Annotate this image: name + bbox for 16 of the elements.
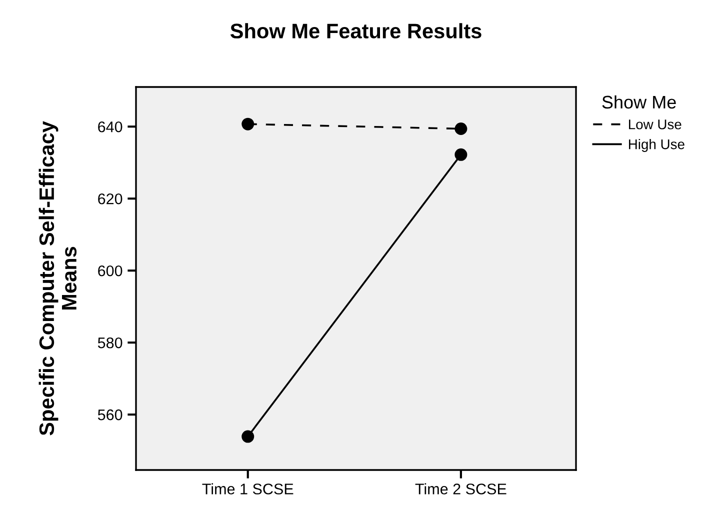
y-axis-title: Specific Computer Self-Efficacy Means — [38, 121, 77, 436]
y-tick-label: 560 — [98, 409, 122, 420]
y-tick-label: 620 — [98, 193, 122, 204]
point — [454, 148, 468, 161]
legend-label: High Use — [628, 139, 684, 152]
legend-label: Low Use — [628, 120, 682, 130]
y-tick-label: 640 — [98, 121, 122, 132]
chart-title: Show Me Feature Results — [230, 23, 482, 38]
point — [454, 122, 468, 136]
y-tick-label: 580 — [98, 337, 122, 348]
point — [242, 118, 254, 130]
point — [242, 430, 254, 443]
y-tick-label: 600 — [98, 265, 122, 276]
x-tick-label: Time 1 SCSE — [202, 483, 294, 494]
x-tick-label: Time 2 SCSE — [415, 483, 506, 494]
legend-title: Show Me — [602, 95, 676, 109]
